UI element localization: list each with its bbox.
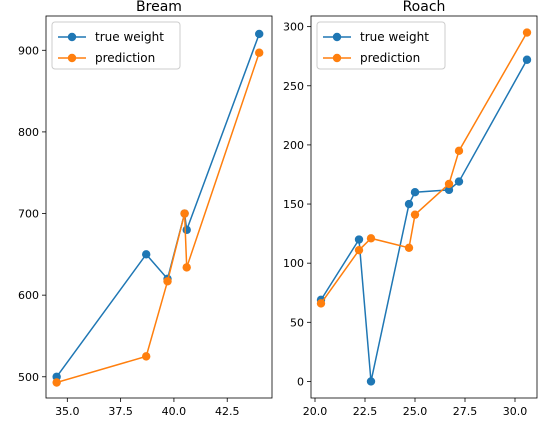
data-point-prediction (52, 378, 61, 387)
x-tick-label: 27.5 (453, 405, 478, 418)
y-tick-label: 0 (297, 375, 304, 388)
x-tick-label: 30.0 (503, 405, 528, 418)
subplot-bream: Bream 35.0 37.5 40.0 42.5 500 600 700 800 900 true… (18, 0, 273, 418)
y-tick-label: 700 (18, 208, 39, 221)
subplot-roach: Roach 20.0 22.5 25.0 27.5 30.0 0 50 100 150 200 250… (283, 0, 538, 418)
data-point-prediction (354, 245, 364, 255)
data-point-true-weight (404, 199, 414, 209)
y-tick-label: 900 (18, 44, 39, 57)
legend-marker-prediction (67, 53, 77, 63)
data-point-prediction (444, 179, 454, 189)
axes-frame (45, 15, 273, 399)
data-point-prediction (410, 210, 420, 219)
y-tick-label: 100 (283, 257, 304, 270)
x-tick-label: 35.0 (55, 405, 80, 418)
series-line-true-weight (320, 59, 528, 382)
x-tick-label: 42.5 (215, 405, 240, 418)
data-point-prediction (255, 48, 264, 57)
legend-label-prediction: prediction (95, 51, 155, 65)
y-tick-label: 50 (290, 316, 304, 329)
data-point-true-weight (182, 225, 191, 235)
data-point-prediction (454, 146, 464, 156)
chart-title: Roach (403, 0, 446, 15)
data-point-true-weight (454, 177, 464, 186)
axes-frame (310, 15, 538, 399)
y-tick-label: 600 (18, 289, 39, 302)
data-point-prediction (182, 263, 191, 272)
legend-label-true-weight: true weight (95, 30, 164, 44)
x-tick-label: 20.0 (303, 405, 328, 418)
legend-marker-true-weight (332, 32, 342, 42)
data-point-prediction (180, 209, 189, 218)
data-point-prediction (522, 28, 532, 37)
legend: true weight prediction (316, 21, 446, 70)
data-point-true-weight (142, 250, 151, 259)
legend: true weight prediction (51, 21, 181, 70)
series-line-prediction (320, 32, 528, 304)
y-tick-label: 250 (283, 80, 304, 93)
data-point-true-weight (444, 185, 454, 195)
data-point-true-weight (366, 377, 376, 386)
legend-label-prediction: prediction (360, 51, 420, 65)
chart-title: Bream (136, 0, 182, 15)
x-tick-label: 40.0 (162, 405, 187, 418)
x-tick-label: 25.0 (403, 405, 428, 418)
y-tick-label: 800 (18, 126, 39, 139)
legend-marker-true-weight (67, 32, 77, 42)
y-tick-label: 150 (283, 198, 304, 211)
x-tick-label: 37.5 (108, 405, 133, 418)
data-point-true-weight (522, 55, 532, 64)
data-point-true-weight (410, 188, 420, 197)
y-tick-label: 300 (283, 21, 304, 34)
data-point-prediction (316, 299, 326, 308)
data-point-prediction (163, 277, 172, 286)
series-line-true-weight (56, 33, 260, 378)
data-point-prediction (366, 234, 376, 243)
data-point-true-weight (354, 235, 364, 244)
legend-label-true-weight: true weight (360, 30, 429, 44)
legend-marker-prediction (332, 53, 342, 63)
data-point-true-weight (255, 29, 264, 39)
y-tick-label: 200 (283, 139, 304, 152)
data-point-prediction (142, 352, 151, 361)
y-tick-label: 500 (18, 371, 39, 384)
series-line-prediction (56, 52, 260, 384)
x-tick-label: 22.5 (353, 405, 378, 418)
data-point-prediction (404, 243, 414, 253)
